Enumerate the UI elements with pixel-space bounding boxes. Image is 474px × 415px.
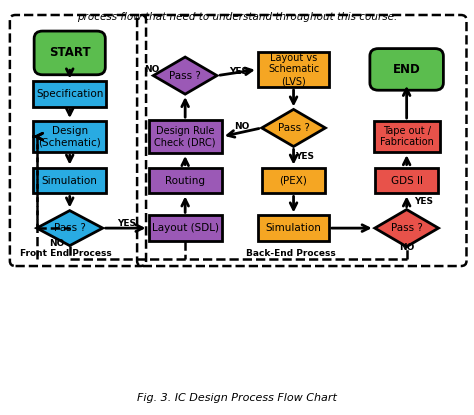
FancyArrowPatch shape bbox=[403, 199, 410, 207]
Text: Front End Process: Front End Process bbox=[20, 249, 112, 258]
Polygon shape bbox=[154, 57, 217, 94]
FancyArrowPatch shape bbox=[66, 155, 73, 161]
Text: Pass ?: Pass ? bbox=[278, 123, 310, 133]
FancyBboxPatch shape bbox=[149, 215, 222, 241]
Text: NO: NO bbox=[49, 239, 64, 248]
Text: Simulation: Simulation bbox=[42, 176, 98, 186]
FancyArrowPatch shape bbox=[290, 90, 297, 103]
Text: Fig. 3. IC Design Process Flow Chart: Fig. 3. IC Design Process Flow Chart bbox=[137, 393, 337, 403]
Text: Back-End Process: Back-End Process bbox=[246, 249, 336, 258]
Text: Pass ?: Pass ? bbox=[391, 223, 423, 233]
Text: Simulation: Simulation bbox=[265, 223, 321, 233]
Text: Pass ?: Pass ? bbox=[54, 223, 86, 233]
Polygon shape bbox=[262, 110, 325, 146]
Text: YES: YES bbox=[229, 67, 248, 76]
Text: END: END bbox=[393, 63, 420, 76]
FancyArrowPatch shape bbox=[182, 159, 189, 166]
Text: YES: YES bbox=[117, 219, 136, 228]
FancyArrowPatch shape bbox=[403, 89, 410, 118]
FancyBboxPatch shape bbox=[33, 121, 106, 152]
FancyArrowPatch shape bbox=[290, 196, 297, 210]
Text: NO: NO bbox=[399, 244, 414, 252]
Text: Design Rule
Check (DRC): Design Rule Check (DRC) bbox=[155, 126, 216, 147]
FancyArrowPatch shape bbox=[182, 199, 189, 212]
FancyArrowPatch shape bbox=[228, 129, 259, 137]
Text: NO: NO bbox=[145, 65, 160, 74]
Text: START: START bbox=[49, 46, 91, 59]
FancyBboxPatch shape bbox=[374, 121, 439, 152]
FancyArrowPatch shape bbox=[66, 196, 73, 205]
Text: Layout vs
Schematic
(LVS): Layout vs Schematic (LVS) bbox=[268, 53, 319, 86]
FancyBboxPatch shape bbox=[262, 168, 325, 193]
FancyArrowPatch shape bbox=[66, 69, 73, 76]
FancyArrowPatch shape bbox=[290, 149, 297, 161]
FancyArrowPatch shape bbox=[106, 225, 143, 232]
Text: Layout (SDL): Layout (SDL) bbox=[152, 223, 219, 233]
Text: Routing: Routing bbox=[165, 176, 205, 186]
FancyBboxPatch shape bbox=[258, 215, 329, 241]
Polygon shape bbox=[36, 210, 103, 246]
Text: Tape out /
Fabrication: Tape out / Fabrication bbox=[380, 126, 434, 147]
FancyBboxPatch shape bbox=[34, 31, 105, 75]
FancyArrowPatch shape bbox=[182, 100, 189, 117]
Text: process flow that need to understand throughout this course.: process flow that need to understand thr… bbox=[77, 12, 397, 22]
FancyBboxPatch shape bbox=[370, 49, 443, 90]
FancyBboxPatch shape bbox=[375, 168, 438, 193]
Text: Pass ?: Pass ? bbox=[169, 71, 201, 81]
Text: YES: YES bbox=[295, 152, 314, 161]
FancyBboxPatch shape bbox=[33, 81, 106, 107]
Text: GDS II: GDS II bbox=[391, 176, 423, 186]
Text: YES: YES bbox=[414, 197, 433, 206]
FancyArrowPatch shape bbox=[403, 158, 410, 165]
FancyArrowPatch shape bbox=[34, 133, 42, 140]
FancyArrowPatch shape bbox=[66, 108, 73, 115]
FancyBboxPatch shape bbox=[258, 52, 329, 87]
FancyArrowPatch shape bbox=[220, 68, 252, 75]
FancyArrowPatch shape bbox=[34, 133, 43, 140]
FancyArrowPatch shape bbox=[332, 225, 369, 232]
FancyBboxPatch shape bbox=[33, 168, 106, 193]
Text: Specification: Specification bbox=[36, 89, 103, 99]
Polygon shape bbox=[375, 210, 438, 247]
FancyBboxPatch shape bbox=[149, 168, 222, 193]
Text: Design
(Schematic): Design (Schematic) bbox=[38, 126, 101, 147]
FancyBboxPatch shape bbox=[149, 120, 222, 153]
Text: NO: NO bbox=[234, 122, 249, 131]
Text: (PEX): (PEX) bbox=[280, 176, 308, 186]
